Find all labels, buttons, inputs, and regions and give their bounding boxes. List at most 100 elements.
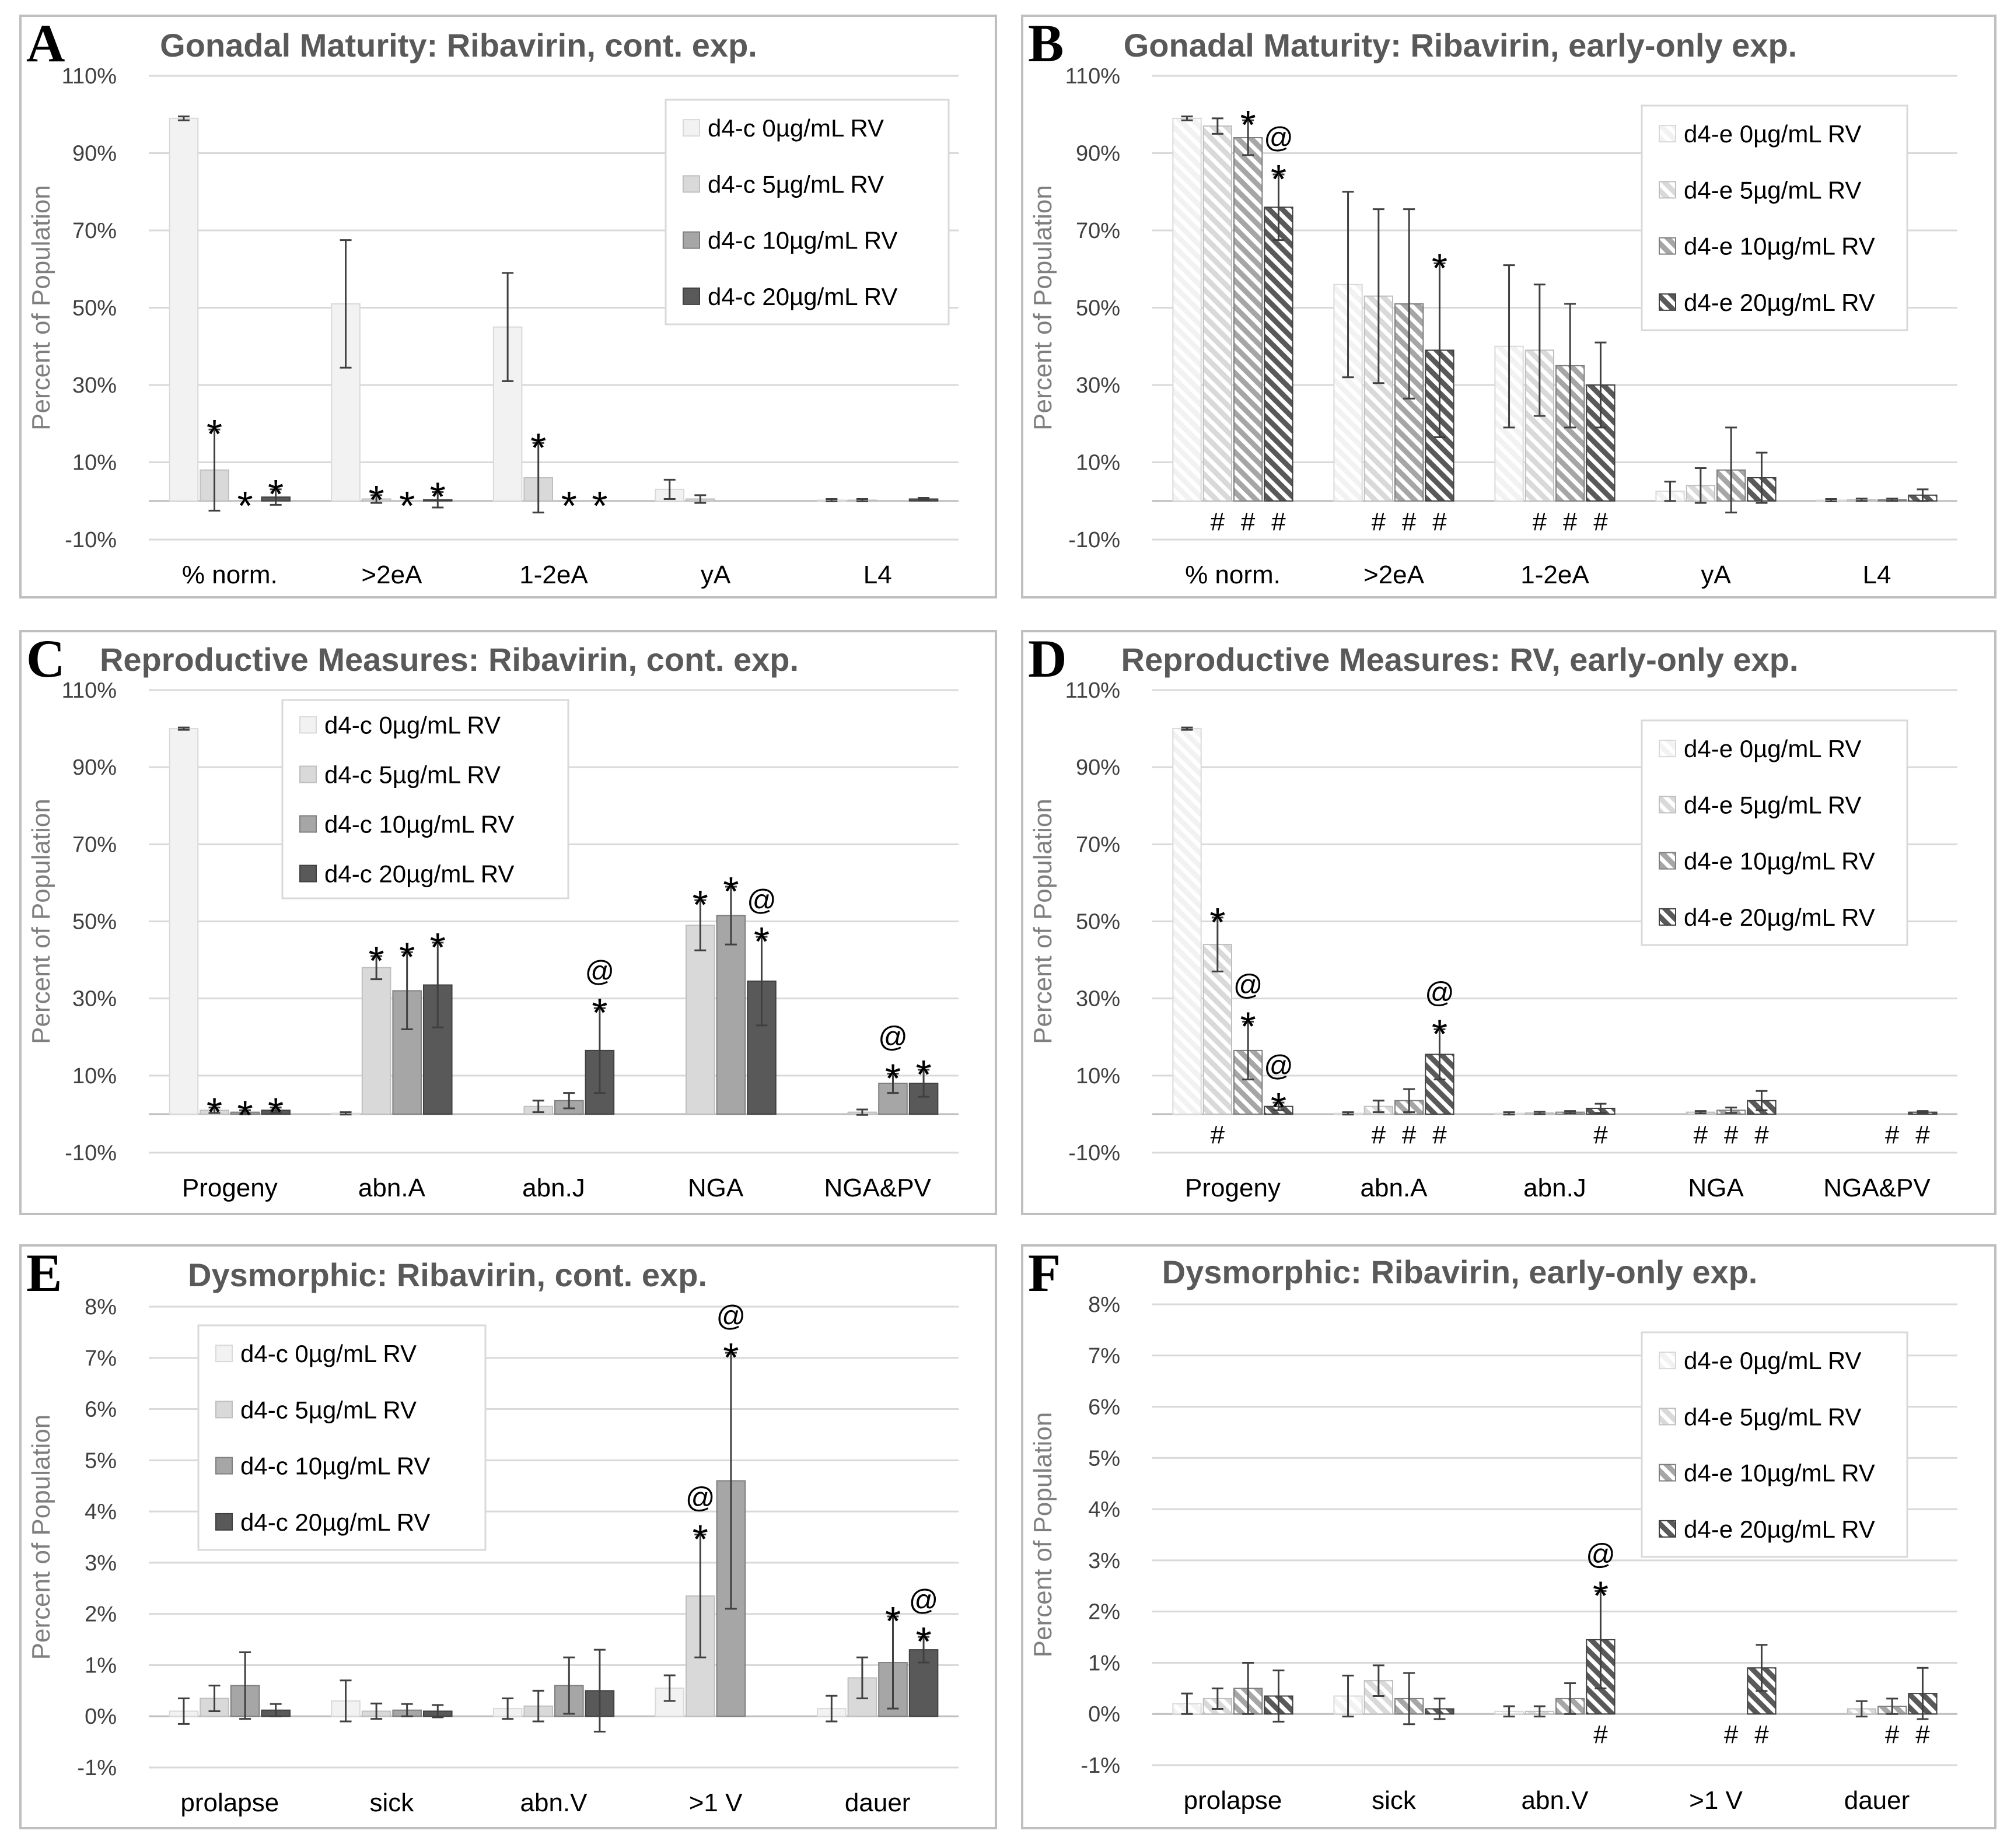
legend-label: d4-c 5µg/mL RV (240, 1396, 417, 1423)
legend-label: d4-e 10µg/mL RV (1684, 233, 1875, 260)
chart-title: Gonadal Maturity: Ribavirin, early-only … (1124, 27, 1797, 64)
hash-marker: # (1402, 1121, 1417, 1149)
y-tick-label: 6% (1088, 1395, 1120, 1420)
legend-label: d4-c 10µg/mL RV (708, 227, 897, 254)
chart-panel-E: E Dysmorphic: Ribavirin, cont. exp. 8% 7% 6%… (19, 1243, 997, 1829)
y-tick-label: 110% (1065, 64, 1120, 89)
bar-% norm.-series-2 (1233, 137, 1263, 502)
y-tick-label: 90% (72, 142, 117, 166)
x-tick-label: >1 V (1689, 1786, 1743, 1815)
chart-title: Dysmorphic: Ribavirin, cont. exp. (188, 1256, 707, 1293)
legend-label: d4-c 10µg/mL RV (324, 811, 514, 838)
significance-at: @ (1586, 1538, 1616, 1571)
legend-box (1641, 719, 1908, 946)
legend-label: d4-c 5µg/mL RV (708, 170, 884, 198)
y-tick-label: 5% (85, 1448, 117, 1473)
y-tick-label: 90% (1076, 142, 1120, 166)
chart-title: Dysmorphic: Ribavirin, early-only exp. (1162, 1254, 1758, 1290)
legend-swatch (1659, 293, 1676, 311)
hash-marker: # (1593, 1121, 1608, 1149)
hash-marker: # (1372, 508, 1386, 536)
x-tick-label: NGA&PV (1823, 1174, 1931, 1202)
significance-star: * (915, 1619, 931, 1664)
legend-label: d4-e 0µg/mL RV (1684, 735, 1861, 762)
y-tick-label: 10% (72, 1064, 117, 1088)
bar-Progeny-series-0 (1172, 728, 1202, 1115)
significance-star: * (268, 1090, 284, 1135)
panel-frame (19, 1244, 997, 1829)
y-tick-label: 10% (1076, 451, 1120, 475)
panel-letter: B (1028, 13, 1064, 73)
significance-star: * (368, 477, 384, 523)
x-tick-label: % norm. (1185, 561, 1281, 589)
y-axis-label: Percent of Population (27, 1415, 55, 1660)
y-tick-label: 50% (1076, 910, 1120, 935)
significance-star: * (885, 1598, 901, 1644)
y-tick-label: 5% (1088, 1446, 1120, 1471)
x-tick-label: abn.J (1523, 1174, 1586, 1202)
x-tick-label: prolapse (1184, 1786, 1282, 1815)
significance-star: * (1432, 1012, 1447, 1057)
legend-swatch (215, 1401, 233, 1419)
y-tick-label: 90% (1076, 755, 1120, 780)
hash-marker: # (1211, 1121, 1225, 1149)
hash-marker: # (1885, 1720, 1900, 1749)
legend-label: d4-c 5µg/mL RV (324, 761, 501, 789)
significance-at: @ (716, 1300, 746, 1332)
legend-swatch (1659, 1352, 1676, 1370)
hash-marker: # (1432, 1121, 1447, 1149)
hash-marker: # (1754, 1121, 1769, 1149)
legend: d4-c 0µg/mL RV d4-c 5µg/mL RV d4-c 10µg/mL… (197, 1324, 487, 1551)
legend-label: d4-e 0µg/mL RV (1684, 120, 1861, 148)
bar-Progeny-series-0 (169, 728, 199, 1115)
y-tick-label: -10% (65, 528, 117, 552)
legend-swatch (1659, 908, 1676, 926)
hash-marker: # (1915, 1720, 1930, 1749)
significance-at: @ (1425, 977, 1454, 1009)
y-tick-label: 0% (1088, 1702, 1120, 1727)
legend: d4-e 0µg/mL RV d4-e 5µg/mL RV d4-e 10µg/mL… (1641, 719, 1908, 946)
x-tick-label: NGA (688, 1174, 744, 1202)
x-tick-label: NGA (1688, 1174, 1744, 1202)
hash-marker: # (1593, 508, 1608, 536)
y-axis-label: Percent of Population (1029, 185, 1057, 430)
significance-star: * (1240, 102, 1256, 148)
y-tick-label: 10% (72, 451, 117, 475)
x-tick-label: 1-2eA (519, 561, 588, 589)
hash-marker: # (1211, 508, 1225, 536)
y-tick-label: 1% (85, 1653, 117, 1678)
hash-marker: # (1915, 1121, 1930, 1149)
significance-at: @ (878, 1021, 908, 1054)
legend-label: d4-e 20µg/mL RV (1684, 1516, 1875, 1543)
hash-marker: # (1885, 1121, 1900, 1149)
legend-label: d4-c 20µg/mL RV (708, 283, 897, 310)
significance-star: * (207, 1090, 222, 1135)
panel-letter: A (26, 13, 65, 73)
x-tick-label: Progeny (1185, 1174, 1281, 1202)
y-tick-label: 4% (1088, 1497, 1120, 1522)
panel-letter: E (26, 1243, 62, 1303)
legend-swatch (299, 716, 317, 734)
significance-star: * (561, 483, 577, 528)
significance-at: @ (747, 884, 777, 916)
x-tick-label: abn.J (522, 1174, 585, 1202)
hash-marker: # (1563, 508, 1578, 536)
significance-star: * (430, 474, 446, 520)
x-tick-label: dauer (845, 1788, 911, 1817)
panel-letter: C (26, 629, 65, 688)
legend-label: d4-c 0µg/mL RV (324, 712, 501, 739)
legend-swatch (683, 119, 700, 137)
legend-swatch (215, 1457, 233, 1475)
legend-swatch (215, 1345, 233, 1363)
legend: d4-c 0µg/mL RV d4-c 5µg/mL RV d4-c 10µg/mL… (665, 99, 950, 326)
significance-star: * (754, 919, 770, 964)
x-tick-label: yA (1701, 561, 1731, 589)
legend-swatch (683, 231, 700, 249)
legend-swatch (1659, 852, 1676, 870)
significance-star: * (592, 483, 607, 528)
bar-Progeny-series-1 (1202, 944, 1232, 1115)
hash-marker: # (1694, 1121, 1708, 1149)
x-tick-label: abn.A (1361, 1174, 1428, 1202)
legend: d4-e 0µg/mL RV d4-e 5µg/mL RV d4-e 10µg/mL… (1641, 104, 1908, 331)
bar-% norm.-series-0 (169, 117, 199, 502)
